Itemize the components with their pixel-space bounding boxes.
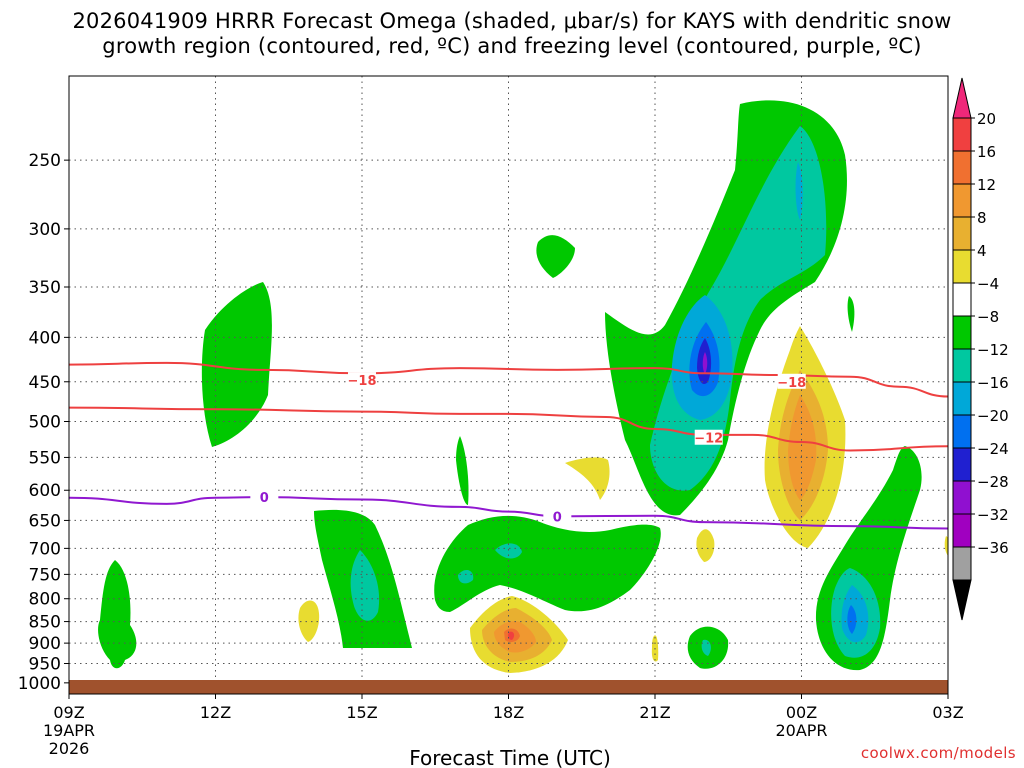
colorbar-label: 8 xyxy=(977,209,987,227)
colorbar-segment xyxy=(952,117,972,152)
omega-shading xyxy=(98,100,948,673)
omega-region xyxy=(696,529,715,562)
colorbar-segment xyxy=(952,315,972,350)
contour-label: −18 xyxy=(777,376,806,391)
colorbar-segment xyxy=(952,282,972,317)
contour-label: −12 xyxy=(694,432,723,447)
omega-region xyxy=(565,457,610,500)
colorbar-segment xyxy=(952,216,972,251)
colorbar-segment xyxy=(952,414,972,449)
omega-region xyxy=(536,235,575,278)
credit-link[interactable]: coolwx.com/models xyxy=(860,744,1016,762)
contour-label-bg xyxy=(348,372,376,388)
contour-label-bg xyxy=(250,489,279,505)
colorbar-label: −12 xyxy=(977,341,1009,359)
colorbar-segment xyxy=(952,150,972,185)
colorbar-label: −28 xyxy=(977,473,1009,491)
x-axis-label: Forecast Time (UTC) xyxy=(409,746,611,768)
chart-title-line-1: 2026041909 HRRR Forecast Omega (shaded, … xyxy=(72,9,952,33)
omega-region xyxy=(944,536,948,556)
omega-region xyxy=(350,550,380,621)
contour-lines: −18 −18 −12 0 0 xyxy=(68,361,949,530)
y-tick-label: 650 xyxy=(29,511,61,531)
colorbar-label: −16 xyxy=(977,374,1009,392)
y-axis: 2503003504004505005506006507007508008509… xyxy=(18,151,69,694)
colorbar-label: 20 xyxy=(977,110,996,128)
contour-label-bg xyxy=(694,429,723,445)
y-tick-label: 350 xyxy=(29,278,61,298)
omega-region xyxy=(298,600,320,642)
omega-region xyxy=(458,569,474,584)
x-tick-label: 18Z xyxy=(493,703,524,722)
omega-region xyxy=(795,162,803,220)
omega-region xyxy=(434,515,661,612)
x-tick-label: 09Z xyxy=(53,703,84,722)
y-tick-label: 800 xyxy=(29,590,61,610)
y-tick-label: 450 xyxy=(29,373,61,393)
y-tick-label: 850 xyxy=(29,613,61,633)
colorbar-label: −20 xyxy=(977,407,1009,425)
omega-region xyxy=(847,296,855,332)
colorbar-label: −4 xyxy=(977,275,999,293)
omega-region xyxy=(702,352,708,374)
omega-region xyxy=(847,605,857,634)
colorbar: 20 16 12 8 4 −4 −8 −12 −16 −20 −24 −28 −32 −36 xyxy=(952,77,1009,621)
x-tick-label: 12Z xyxy=(200,703,231,722)
colorbar-label: 12 xyxy=(977,176,996,194)
y-tick-label: 500 xyxy=(29,412,61,432)
colorbar-segment xyxy=(952,348,972,383)
y-tick-label: 300 xyxy=(29,220,61,240)
colorbar-segment xyxy=(952,546,972,581)
y-tick-label: 1000 xyxy=(18,674,61,694)
ground-surface xyxy=(69,680,948,694)
y-tick-label: 400 xyxy=(29,328,61,348)
x-tick-label: 00Z xyxy=(786,703,817,722)
y-tick-label: 750 xyxy=(29,565,61,585)
contour-dendritic-bottom xyxy=(68,406,949,452)
omega-region xyxy=(701,639,711,656)
contour-label-bg xyxy=(777,373,806,389)
colorbar-segment xyxy=(952,513,972,548)
omega-region xyxy=(201,282,272,447)
y-tick-label: 600 xyxy=(29,481,61,501)
y-tick-label: 550 xyxy=(29,448,61,468)
colorbar-bottom-arrow xyxy=(952,579,972,621)
colorbar-label: −24 xyxy=(977,440,1009,458)
colorbar-label: −32 xyxy=(977,506,1009,524)
colorbar-segment xyxy=(952,480,972,515)
colorbar-segment xyxy=(952,249,972,284)
contour-dendritic-top xyxy=(68,361,949,398)
colorbar-label: −8 xyxy=(977,308,999,326)
colorbar-segment xyxy=(952,183,972,218)
y-tick-label: 950 xyxy=(29,655,61,675)
x-tick-label: 03Z xyxy=(932,703,963,722)
x-tick-label: 15Z xyxy=(346,703,377,722)
y-tick-label: 700 xyxy=(29,539,61,559)
x-tick-label: 21Z xyxy=(639,703,670,722)
colorbar-segment xyxy=(952,381,972,416)
contour-label-bg xyxy=(543,508,572,524)
colorbar-label: 16 xyxy=(977,143,996,161)
x-tick-date: 19APR xyxy=(43,721,95,740)
colorbar-label: 4 xyxy=(977,242,987,260)
omega-region xyxy=(508,631,515,640)
x-tick-year: 2026 xyxy=(49,739,90,758)
y-tick-label: 900 xyxy=(29,634,61,654)
colorbar-segment xyxy=(952,447,972,482)
contour-label: −18 xyxy=(348,374,377,389)
chart-title-line-2: growth region (contoured, red, ºC) and f… xyxy=(102,34,922,58)
omega-region xyxy=(495,543,522,559)
contour-label: 0 xyxy=(553,510,562,525)
x-tick-date: 20APR xyxy=(775,721,827,740)
contour-freezing-level xyxy=(68,496,949,530)
colorbar-label: −36 xyxy=(977,539,1009,557)
omega-region xyxy=(98,560,137,669)
contour-label: 0 xyxy=(260,491,269,506)
colorbar-top-arrow xyxy=(952,77,972,119)
y-tick-label: 250 xyxy=(29,151,61,171)
omega-region xyxy=(456,436,469,505)
